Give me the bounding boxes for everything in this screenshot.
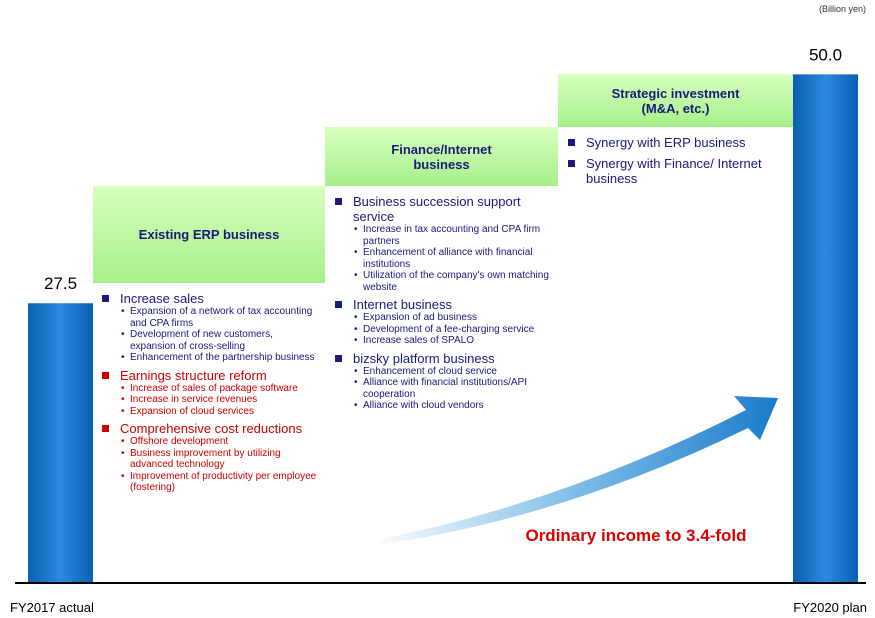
bar xyxy=(793,74,858,583)
panel-body: Business succession support serviceIncre… xyxy=(333,194,554,416)
panel-title: Finance/Internet business xyxy=(391,141,492,172)
panel-header: Existing ERP business xyxy=(93,186,325,283)
item-detail: Enhancement of the partnership business xyxy=(100,352,320,364)
item-detail: Increase in service revenues xyxy=(100,394,320,406)
item-detail: Development of a fee-charging service xyxy=(333,324,554,336)
item-detail: Utilization of the company's own matchin… xyxy=(333,270,554,293)
item-heading: bizsky platform business xyxy=(333,351,554,366)
item-detail: Enhancement of cloud service xyxy=(333,366,554,378)
item-detail: Alliance with financial institutions/API… xyxy=(333,377,554,400)
panel-body: Synergy with ERP business Synergy with Fi… xyxy=(566,135,789,192)
item-heading: Earnings structure reform xyxy=(100,368,320,383)
item-detail: Increase in tax accounting and CPA firm … xyxy=(333,224,554,247)
item-heading: Increase sales xyxy=(100,291,320,306)
item-heading: Comprehensive cost reductions xyxy=(100,421,320,436)
bar xyxy=(28,303,93,583)
item: Internet businessExpansion of ad busines… xyxy=(333,297,554,347)
x-tick-label: FY2020 plan xyxy=(793,600,867,615)
item: Synergy with Finance/ Internet business xyxy=(566,156,789,186)
item-heading: Synergy with Finance/ Internet business xyxy=(566,156,789,186)
item-detail: Improvement of productivity per employee… xyxy=(100,471,320,494)
item-detail: Enhancement of alliance with financial i… xyxy=(333,247,554,270)
value-label: 50.0 xyxy=(809,45,842,64)
panel-title: Existing ERP business xyxy=(138,227,280,242)
item-heading: Internet business xyxy=(333,297,554,312)
item: Business succession support serviceIncre… xyxy=(333,194,554,293)
annotation: Ordinary income to 3.4-fold xyxy=(525,526,746,545)
item-heading: Business succession support service xyxy=(333,194,554,224)
item: Earnings structure reformIncrease of sal… xyxy=(100,368,320,418)
panel-body: Increase salesExpansion of a network of … xyxy=(100,291,320,498)
unit-label: (Billion yen) xyxy=(819,4,866,14)
panel-title: Strategic investment (M&A, etc.) xyxy=(611,85,740,116)
value-label: 27.5 xyxy=(44,274,77,293)
item-detail: Development of new customers, expansion … xyxy=(100,329,320,352)
item-detail: Expansion of a network of tax accounting… xyxy=(100,306,320,329)
panel-header: Strategic investment (M&A, etc.) xyxy=(558,74,793,127)
x-tick-label: FY2017 actual xyxy=(10,600,94,615)
item: Increase salesExpansion of a network of … xyxy=(100,291,320,364)
item-detail: Increase of sales of package software xyxy=(100,383,320,395)
item: Synergy with ERP business xyxy=(566,135,789,150)
growth-arrow xyxy=(370,396,778,546)
item: Comprehensive cost reductionsOffshore de… xyxy=(100,421,320,494)
item-detail: Business improvement by utilizing advanc… xyxy=(100,448,320,471)
panel-header: Finance/Internet business xyxy=(325,127,558,186)
item-detail: Increase sales of SPALO xyxy=(333,335,554,347)
item-heading: Synergy with ERP business xyxy=(566,135,789,150)
item-detail: Alliance with cloud vendors xyxy=(333,400,554,412)
item-detail: Expansion of ad business xyxy=(333,312,554,324)
item: bizsky platform businessEnhancement of c… xyxy=(333,351,554,412)
item-detail: Expansion of cloud services xyxy=(100,406,320,418)
item-detail: Offshore development xyxy=(100,436,320,448)
